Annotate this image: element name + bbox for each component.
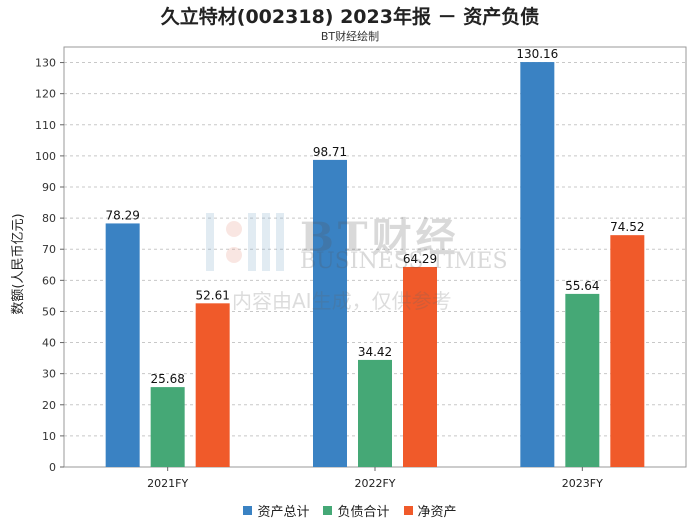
y-tick-label: 50: [42, 305, 56, 318]
data-labels: 78.29 25.68 52.61 98.71 34.42 64.29 130.16 55.6…: [105, 47, 644, 386]
chart-subtitle: BT财经绘制: [320, 30, 380, 43]
chart-title: 久立特材(002318) 2023年报 － 资产负债: [160, 6, 540, 28]
data-label: 55.64: [565, 279, 599, 293]
data-label: 52.61: [195, 288, 229, 302]
y-tick-label: 80: [42, 212, 56, 225]
legend-swatch-net-assets: [403, 506, 413, 515]
legend-label-liabilities: 负债合计: [337, 505, 390, 520]
legend-label-assets: 资产总计: [257, 505, 310, 520]
legend-item-liabilities: 负债合计: [323, 501, 390, 520]
bar-2021FY-2: [195, 303, 230, 467]
data-label: 74.52: [610, 220, 644, 234]
data-label: 130.16: [516, 47, 558, 61]
legend-label-net-assets: 净资产: [417, 505, 457, 520]
data-label: 64.29: [403, 252, 437, 266]
y-tick-label: 40: [42, 337, 56, 350]
y-tick-label: 10: [42, 430, 56, 443]
y-tick-label: 70: [42, 243, 56, 256]
y-tick-label: 90: [42, 181, 56, 194]
legend-item-assets: 资产总计: [243, 501, 309, 520]
legend-swatch-liabilities: [323, 506, 333, 515]
y-tick-label: 120: [35, 88, 56, 101]
y-tick-label: 20: [42, 399, 56, 412]
bar-2021FY-1: [150, 387, 185, 467]
bar-2023FY-1: [565, 293, 600, 467]
y-tick-label: 130: [35, 57, 56, 70]
legend-swatch-assets: [243, 506, 253, 515]
legend-item-net-assets: 净资产: [403, 501, 457, 520]
data-label: 98.71: [313, 145, 347, 159]
data-label: 25.68: [150, 372, 184, 386]
data-label: 78.29: [105, 208, 139, 222]
bar-2023FY-2: [610, 235, 645, 467]
legend: 资产总计 负债合计 净资产: [0, 501, 700, 520]
bar-2022FY-0: [313, 159, 347, 467]
y-tick-label: 30: [42, 368, 56, 381]
y-tick-label: 110: [35, 119, 56, 132]
bars: [105, 62, 645, 468]
bar-2022FY-1: [358, 359, 392, 467]
bar-2023FY-0: [520, 62, 555, 468]
x-tick-label: 2021FY: [147, 477, 188, 490]
y-tick-label: 100: [35, 150, 56, 163]
x-tick-label: 2023FY: [562, 477, 603, 490]
y-tick-label: 0: [49, 461, 56, 474]
bar-2021FY-0: [105, 223, 140, 467]
data-label: 34.42: [358, 345, 392, 359]
y-tick-label: 60: [42, 274, 56, 287]
bar-2022FY-2: [403, 266, 437, 467]
y-axis-label: 数额(人民币亿元): [11, 213, 26, 314]
x-tick-label: 2022FY: [354, 477, 395, 490]
